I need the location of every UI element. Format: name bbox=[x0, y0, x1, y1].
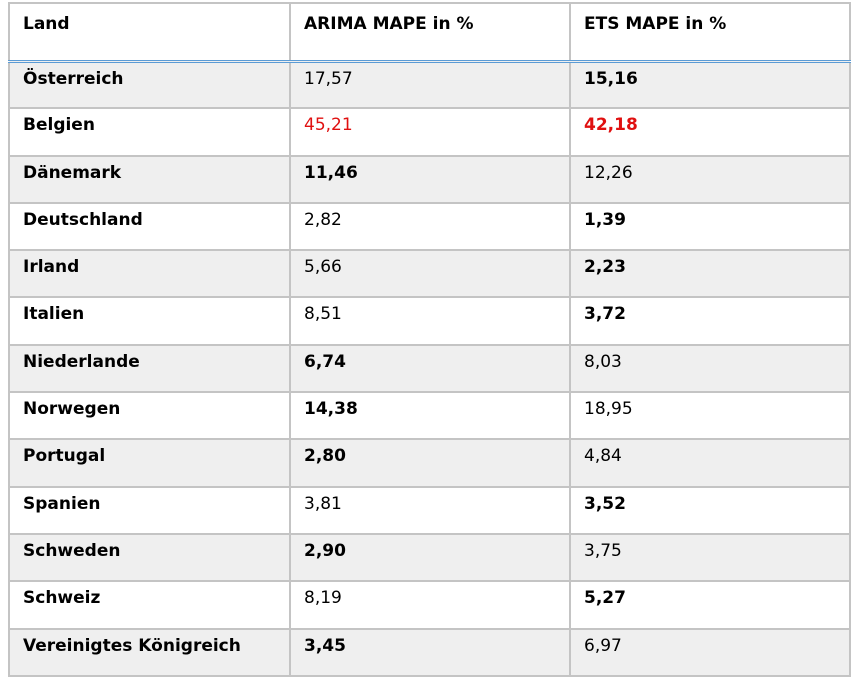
cell-land: Norwegen bbox=[8, 391, 291, 441]
cell-land: Deutschland bbox=[8, 201, 291, 252]
cell-land: Portugal bbox=[8, 438, 291, 488]
cell-ets-mape: 12,26 bbox=[569, 154, 851, 204]
cell-arima-mape: 5,66 bbox=[289, 249, 571, 299]
cell-ets-mape: 1,39 bbox=[569, 201, 851, 252]
cell-ets-mape: 15,16 bbox=[569, 59, 851, 110]
table-row: Schweden 2,90 3,75 bbox=[8, 532, 851, 583]
cell-arima-mape: 17,57 bbox=[289, 59, 571, 110]
cell-ets-mape: 2,23 bbox=[569, 249, 851, 299]
cell-land: Dänemark bbox=[8, 154, 291, 204]
cell-ets-mape: 3,75 bbox=[569, 532, 851, 583]
cell-arima-mape: 45,21 bbox=[289, 107, 571, 157]
header-row: Land ARIMA MAPE in % ETS MAPE in % bbox=[8, 2, 851, 63]
table-row: Irland 5,66 2,23 bbox=[8, 249, 851, 299]
header-arima-mape: ARIMA MAPE in % bbox=[289, 2, 571, 63]
table-row: Italien 8,51 3,72 bbox=[8, 296, 851, 346]
table-row: Österreich 17,57 15,16 bbox=[8, 59, 851, 110]
cell-land: Schweden bbox=[8, 532, 291, 583]
cell-ets-mape: 4,84 bbox=[569, 438, 851, 488]
cell-ets-mape: 42,18 bbox=[569, 107, 851, 157]
cell-arima-mape: 2,90 bbox=[289, 532, 571, 583]
cell-land: Schweiz bbox=[8, 580, 291, 630]
cell-arima-mape: 2,80 bbox=[289, 438, 571, 488]
header-land: Land bbox=[8, 2, 291, 63]
cell-arima-mape: 8,51 bbox=[289, 296, 571, 346]
cell-arima-mape: 11,46 bbox=[289, 154, 571, 204]
cell-arima-mape: 3,45 bbox=[289, 627, 571, 677]
table-header: Land ARIMA MAPE in % ETS MAPE in % bbox=[8, 2, 851, 63]
header-ets-mape: ETS MAPE in % bbox=[569, 2, 851, 63]
cell-land: Österreich bbox=[8, 59, 291, 110]
cell-land: Vereinigtes Königreich bbox=[8, 627, 291, 677]
cell-arima-mape: 8,19 bbox=[289, 580, 571, 630]
table-row: Deutschland 2,82 1,39 bbox=[8, 201, 851, 252]
cell-land: Belgien bbox=[8, 107, 291, 157]
cell-ets-mape: 18,95 bbox=[569, 391, 851, 441]
cell-arima-mape: 14,38 bbox=[289, 391, 571, 441]
cell-land: Italien bbox=[8, 296, 291, 346]
table-row: Niederlande 6,74 8,03 bbox=[8, 343, 851, 394]
cell-land: Spanien bbox=[8, 485, 291, 535]
cell-ets-mape: 6,97 bbox=[569, 627, 851, 677]
cell-land: Niederlande bbox=[8, 343, 291, 394]
cell-land: Irland bbox=[8, 249, 291, 299]
table-row: Schweiz 8,19 5,27 bbox=[8, 580, 851, 630]
table-row: Dänemark 11,46 12,26 bbox=[8, 154, 851, 204]
cell-ets-mape: 8,03 bbox=[569, 343, 851, 394]
cell-arima-mape: 2,82 bbox=[289, 201, 571, 252]
cell-ets-mape: 5,27 bbox=[569, 580, 851, 630]
mape-comparison-table: Land ARIMA MAPE in % ETS MAPE in % Öster… bbox=[8, 2, 851, 677]
table-row: Norwegen 14,38 18,95 bbox=[8, 391, 851, 441]
cell-ets-mape: 3,72 bbox=[569, 296, 851, 346]
cell-arima-mape: 3,81 bbox=[289, 485, 571, 535]
table-row: Portugal 2,80 4,84 bbox=[8, 438, 851, 488]
cell-ets-mape: 3,52 bbox=[569, 485, 851, 535]
table-body: Österreich 17,57 15,16 Belgien 45,21 42,18 Dän… bbox=[8, 59, 851, 677]
table-row: Vereinigtes Königreich 3,45 6,97 bbox=[8, 627, 851, 677]
table-row: Belgien 45,21 42,18 bbox=[8, 107, 851, 157]
cell-arima-mape: 6,74 bbox=[289, 343, 571, 394]
table-row: Spanien 3,81 3,52 bbox=[8, 485, 851, 535]
